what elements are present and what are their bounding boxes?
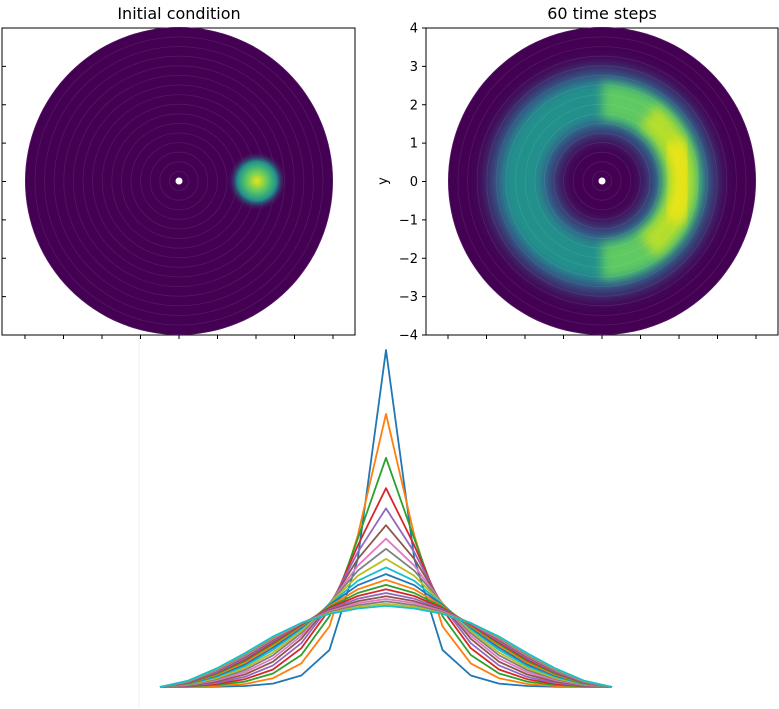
profile-line-19 xyxy=(159,604,613,688)
y-tick-label: −1 xyxy=(399,213,418,228)
mesh-ring xyxy=(515,94,689,268)
y-tick-label: 4 xyxy=(410,22,418,37)
profile-line-12 xyxy=(159,584,613,688)
panel-profiles xyxy=(138,336,613,709)
mesh-ring xyxy=(457,36,747,326)
mesh-ring xyxy=(534,113,670,249)
profile-line-10 xyxy=(159,573,613,688)
profile-line-2 xyxy=(159,456,613,688)
profile-line-13 xyxy=(159,588,613,688)
gaussian-bump xyxy=(227,151,287,211)
mesh-rings xyxy=(448,27,756,335)
panel-title: Initial condition xyxy=(117,4,240,23)
mesh-ring xyxy=(592,170,613,191)
profile-line-8 xyxy=(159,558,613,688)
diffused-ring xyxy=(448,27,756,335)
panel-title: 60 time steps xyxy=(547,4,657,23)
axis-ticks xyxy=(2,27,334,339)
mesh-ring xyxy=(553,132,651,230)
mesh-ring xyxy=(44,46,314,316)
panel-initial-condition: Initial condition xyxy=(1,4,356,339)
mesh-ring xyxy=(467,46,737,316)
mesh-ring xyxy=(476,55,728,307)
y-tick-label: 3 xyxy=(410,60,418,75)
center-hole xyxy=(598,177,606,185)
profile-line-3 xyxy=(159,487,613,688)
mesh-ring xyxy=(25,27,333,335)
profile-lines xyxy=(159,349,613,688)
y-tick-label: −4 xyxy=(399,329,418,344)
y-tick-label: 2 xyxy=(410,98,418,113)
mesh-ring xyxy=(524,103,680,259)
mesh-ring xyxy=(544,123,661,239)
mesh-ring xyxy=(149,151,209,211)
profile-line-14 xyxy=(159,592,613,688)
y-axis-ticks: 4 3 2 1 0 −1 −2 −3 −4 xyxy=(399,22,757,344)
mesh-ring xyxy=(53,55,305,307)
mesh-ring xyxy=(505,84,699,278)
profile-line-9 xyxy=(159,566,613,688)
profile-line-4 xyxy=(159,507,613,688)
y-axis-label: y xyxy=(376,177,391,185)
profile-line-7 xyxy=(159,547,613,688)
mesh-ring xyxy=(159,161,199,201)
mesh-ring xyxy=(572,151,632,211)
y-tick-label: 1 xyxy=(410,137,418,152)
mesh-ring xyxy=(168,170,189,191)
y-tick-label: −2 xyxy=(399,252,418,267)
mesh-ring xyxy=(140,142,218,220)
center-hole xyxy=(175,177,183,185)
panel-60-time-steps: 60 time steps y 4 3 2 1 0 −1 −2 −3 −4 xyxy=(376,4,779,344)
profile-line-5 xyxy=(159,524,613,688)
profile-line-1 xyxy=(159,413,613,688)
mesh-ring xyxy=(582,161,622,201)
mesh-ring xyxy=(34,36,324,326)
profile-line-11 xyxy=(159,578,613,688)
y-tick-label: 0 xyxy=(410,175,418,190)
mesh-ring xyxy=(448,27,756,335)
mesh-ring xyxy=(563,142,641,220)
mesh-ring xyxy=(495,75,708,287)
mesh-ring xyxy=(63,65,295,297)
mesh-ring xyxy=(486,65,718,297)
y-tick-label: −3 xyxy=(399,290,418,305)
profile-line-0 xyxy=(160,349,612,688)
profile-line-6 xyxy=(159,537,613,688)
